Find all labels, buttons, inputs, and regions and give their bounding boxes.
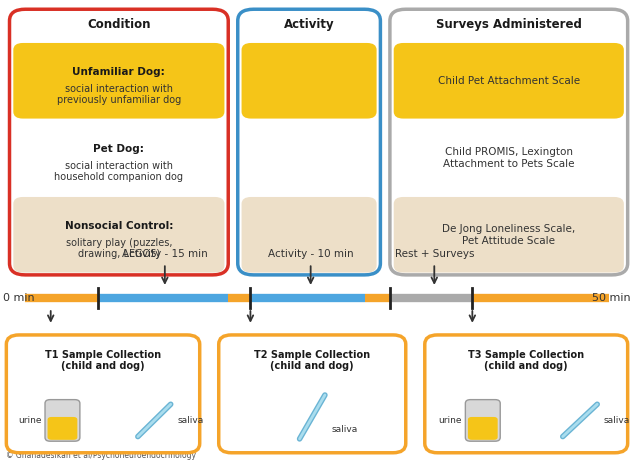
- Text: urine: urine: [439, 416, 462, 425]
- Text: Child PROMIS, Lexington
Attachment to Pets Scale: Child PROMIS, Lexington Attachment to Pe…: [443, 147, 574, 169]
- FancyBboxPatch shape: [390, 9, 628, 275]
- Text: saliva: saliva: [331, 426, 358, 434]
- FancyBboxPatch shape: [13, 43, 224, 119]
- Text: Nonsocial Control:: Nonsocial Control:: [65, 221, 173, 231]
- Text: social interaction with
household companion dog: social interaction with household compan…: [55, 161, 183, 182]
- Text: 0 min: 0 min: [3, 293, 35, 303]
- FancyBboxPatch shape: [242, 120, 377, 195]
- Text: Activity: Activity: [284, 18, 334, 31]
- Text: social interaction with
previously unfamiliar dog: social interaction with previously unfam…: [57, 84, 181, 105]
- FancyBboxPatch shape: [13, 120, 224, 195]
- Text: Surveys Administered: Surveys Administered: [436, 18, 582, 31]
- Text: Child Pet Attachment Scale: Child Pet Attachment Scale: [437, 76, 580, 86]
- Text: Activity - 10 min: Activity - 10 min: [268, 249, 354, 259]
- Text: T1 Sample Collection
(child and dog): T1 Sample Collection (child and dog): [45, 350, 161, 371]
- Text: Pet Dog:: Pet Dog:: [93, 144, 145, 154]
- Text: Activity - 15 min: Activity - 15 min: [122, 249, 208, 259]
- FancyBboxPatch shape: [425, 335, 628, 453]
- FancyBboxPatch shape: [13, 197, 224, 273]
- Text: Condition: Condition: [87, 18, 151, 31]
- FancyBboxPatch shape: [242, 197, 377, 273]
- Text: De Jong Loneliness Scale,
Pet Attitude Scale: De Jong Loneliness Scale, Pet Attitude S…: [442, 224, 576, 246]
- FancyBboxPatch shape: [6, 335, 200, 453]
- Text: T2 Sample Collection
(child and dog): T2 Sample Collection (child and dog): [254, 350, 370, 371]
- Text: Rest + Surveys: Rest + Surveys: [394, 249, 474, 259]
- Text: Unfamiliar Dog:: Unfamiliar Dog:: [72, 67, 165, 77]
- FancyBboxPatch shape: [394, 43, 624, 119]
- Text: T3 Sample Collection
(child and dog): T3 Sample Collection (child and dog): [468, 350, 585, 371]
- Text: saliva: saliva: [604, 416, 630, 425]
- FancyBboxPatch shape: [48, 417, 77, 440]
- Text: urine: urine: [18, 416, 42, 425]
- FancyBboxPatch shape: [219, 335, 406, 453]
- FancyBboxPatch shape: [242, 43, 377, 119]
- Text: saliva: saliva: [177, 416, 204, 425]
- FancyBboxPatch shape: [45, 400, 80, 441]
- Text: solitary play (puzzles,
drawing, LEGOS): solitary play (puzzles, drawing, LEGOS): [66, 237, 172, 259]
- FancyBboxPatch shape: [10, 9, 228, 275]
- FancyBboxPatch shape: [468, 417, 498, 440]
- FancyBboxPatch shape: [238, 9, 380, 275]
- FancyBboxPatch shape: [465, 400, 500, 441]
- Text: © Gnanadesikan et al/Psychoneuroendocrinology: © Gnanadesikan et al/Psychoneuroendocrin…: [6, 451, 197, 460]
- FancyBboxPatch shape: [394, 197, 624, 273]
- Text: 50 min: 50 min: [592, 293, 631, 303]
- FancyBboxPatch shape: [394, 120, 624, 195]
